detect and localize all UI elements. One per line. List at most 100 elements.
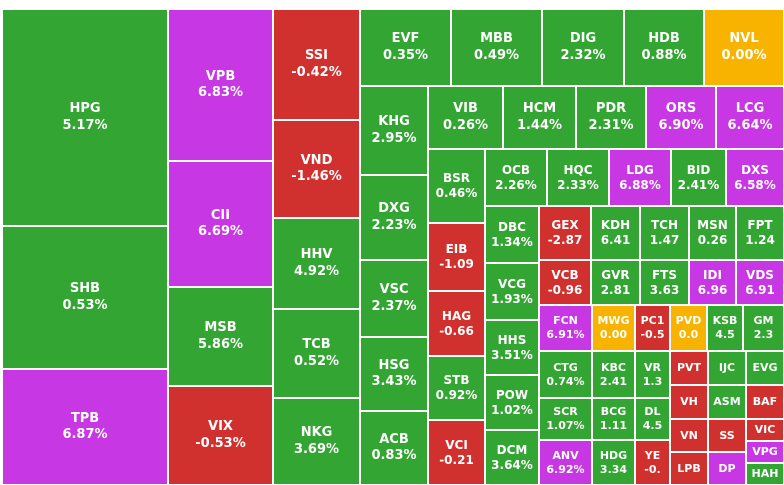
ticker-change: 0.92% <box>435 388 478 402</box>
ticker-cell-ijc[interactable]: IJC <box>708 351 746 385</box>
ticker-cell-lcg[interactable]: LCG 6.64% <box>716 86 784 149</box>
ticker-cell-msn[interactable]: MSN 0.26 <box>689 206 736 260</box>
ticker-cell-vsc[interactable]: VSC 2.37% <box>360 260 428 337</box>
ticker-cell-tch[interactable]: TCH 1.47 <box>640 206 689 260</box>
ticker-cell-eib[interactable]: EIB -1.09 <box>428 223 485 291</box>
ticker-symbol: ACB <box>379 431 409 447</box>
ticker-cell-msb[interactable]: MSB 5.86% <box>168 287 273 386</box>
ticker-cell-gvr[interactable]: GVR 2.81 <box>591 260 640 305</box>
ticker-cell-shb[interactable]: SHB 0.53% <box>2 226 168 369</box>
ticker-cell-bid[interactable]: BID 2.41% <box>671 149 726 206</box>
ticker-cell-hhs[interactable]: HHS 3.51% <box>485 320 539 375</box>
ticker-cell-scr[interactable]: SCR 1.07% <box>539 398 592 440</box>
ticker-cell-hah[interactable]: HAH <box>746 463 784 485</box>
ticker-cell-kdh[interactable]: KDH 6.41 <box>591 206 640 260</box>
ticker-cell-ssi[interactable]: SSI -0.42% <box>273 9 360 120</box>
ticker-cell-hdb[interactable]: HDB 0.88% <box>624 9 704 86</box>
ticker-cell-nvl[interactable]: NVL 0.00% <box>704 9 784 86</box>
ticker-cell-hpg[interactable]: HPG 5.17% <box>2 9 168 226</box>
ticker-cell-ors[interactable]: ORS 6.90% <box>646 86 716 149</box>
ticker-cell-mwg[interactable]: MWG 0.00 <box>592 305 635 351</box>
ticker-cell-vn[interactable]: VN <box>670 419 708 452</box>
ticker-cell-dxs[interactable]: DXS 6.58% <box>726 149 784 206</box>
ticker-cell-bcg[interactable]: BCG 1.11 <box>592 398 635 440</box>
ticker-cell-cii[interactable]: CII 6.69% <box>168 161 273 287</box>
ticker-cell-hhv[interactable]: HHV 4.92% <box>273 218 360 309</box>
ticker-cell-vib[interactable]: VIB 0.26% <box>428 86 503 149</box>
ticker-cell-baf[interactable]: BAF <box>746 385 784 419</box>
ticker-cell-ss[interactable]: SS <box>708 419 746 452</box>
ticker-change: 0.53% <box>62 297 108 313</box>
ticker-cell-hqc[interactable]: HQC 2.33% <box>547 149 609 206</box>
ticker-change: 1.3 <box>642 374 663 388</box>
ticker-cell-vr[interactable]: VR 1.3 <box>635 351 670 398</box>
ticker-cell-vpb[interactable]: VPB 6.83% <box>168 9 273 161</box>
ticker-change: 3.64% <box>491 457 533 472</box>
ticker-cell-pc1[interactable]: PC1 -0.5 <box>635 305 670 351</box>
ticker-cell-kbc[interactable]: KBC 2.41 <box>592 351 635 398</box>
ticker-cell-fpt[interactable]: FPT 1.24 <box>736 206 784 260</box>
ticker-change: 1.44% <box>516 117 563 133</box>
ticker-symbol: VIC <box>754 423 776 437</box>
ticker-cell-dbc[interactable]: DBC 1.34% <box>485 206 539 263</box>
ticker-cell-ctg[interactable]: CTG 0.74% <box>539 351 592 398</box>
ticker-cell-vpg[interactable]: VPG <box>746 441 784 463</box>
ticker-change: -0.53% <box>195 435 246 451</box>
ticker-change: 2.41 <box>599 374 628 388</box>
ticker-change: 0.52% <box>293 353 340 369</box>
ticker-cell-mbb[interactable]: MBB 0.49% <box>451 9 542 86</box>
ticker-cell-pvd[interactable]: PVD 0.0 <box>670 305 707 351</box>
ticker-change: 2.26% <box>495 177 537 192</box>
ticker-cell-khg[interactable]: KHG 2.95% <box>360 86 428 175</box>
ticker-cell-nkg[interactable]: NKG 3.69% <box>273 398 360 485</box>
ticker-cell-vh[interactable]: VH <box>670 385 708 419</box>
ticker-cell-ocb[interactable]: OCB 2.26% <box>485 149 547 206</box>
ticker-cell-fts[interactable]: FTS 3.63 <box>640 260 689 305</box>
ticker-cell-ksb[interactable]: KSB 4.5 <box>707 305 743 351</box>
ticker-cell-dp[interactable]: DP <box>708 452 746 485</box>
ticker-cell-hcm[interactable]: HCM 1.44% <box>503 86 576 149</box>
ticker-cell-pdr[interactable]: PDR 2.31% <box>576 86 646 149</box>
ticker-change: 2.41% <box>677 177 720 192</box>
ticker-cell-tcb[interactable]: TCB 0.52% <box>273 309 360 398</box>
ticker-cell-bsr[interactable]: BSR 0.46% <box>428 149 485 223</box>
ticker-cell-dl[interactable]: DL 4.5 <box>635 398 670 440</box>
ticker-cell-idi[interactable]: IDI 6.96 <box>689 260 736 305</box>
ticker-cell-ldg[interactable]: LDG 6.88% <box>609 149 671 206</box>
ticker-cell-anv[interactable]: ANV 6.92% <box>539 440 592 485</box>
ticker-cell-gm[interactable]: GM 2.3 <box>743 305 784 351</box>
ticker-cell-evf[interactable]: EVF 0.35% <box>360 9 451 86</box>
ticker-change: 0.83% <box>371 448 417 463</box>
ticker-cell-pvt[interactable]: PVT <box>670 351 708 385</box>
ticker-cell-lpb[interactable]: LPB <box>670 452 708 485</box>
ticker-cell-pow[interactable]: POW 1.02% <box>485 375 539 430</box>
ticker-cell-asm[interactable]: ASM <box>708 385 746 419</box>
ticker-cell-gex[interactable]: GEX -2.87 <box>539 206 591 260</box>
ticker-cell-hag[interactable]: HAG -0.66 <box>428 291 485 356</box>
ticker-cell-dxg[interactable]: DXG 2.23% <box>360 175 428 260</box>
ticker-cell-fcn[interactable]: FCN 6.91% <box>539 305 592 351</box>
ticker-symbol: KDH <box>600 218 631 232</box>
ticker-cell-evg[interactable]: EVG <box>746 351 784 385</box>
ticker-cell-acb[interactable]: ACB 0.83% <box>360 411 428 485</box>
ticker-cell-vix[interactable]: VIX -0.53% <box>168 386 273 485</box>
ticker-change: 6.90% <box>658 117 704 133</box>
ticker-cell-ye[interactable]: YE -0. <box>635 440 670 485</box>
ticker-cell-dcm[interactable]: DCM 3.64% <box>485 430 539 485</box>
ticker-cell-vic[interactable]: VIC <box>746 419 784 441</box>
ticker-cell-dig[interactable]: DIG 2.32% <box>542 9 624 86</box>
ticker-symbol: MSB <box>204 320 237 336</box>
ticker-symbol: FTS <box>651 267 678 282</box>
ticker-cell-vds[interactable]: VDS 6.91 <box>736 260 784 305</box>
ticker-change: 2.32% <box>560 47 606 63</box>
ticker-cell-vcg[interactable]: VCG 1.93% <box>485 263 539 320</box>
ticker-cell-vci[interactable]: VCI -0.21 <box>428 420 485 485</box>
ticker-cell-stb[interactable]: STB 0.92% <box>428 356 485 420</box>
ticker-change: 6.69% <box>197 224 244 239</box>
ticker-cell-hsg[interactable]: HSG 3.43% <box>360 337 428 411</box>
ticker-symbol: VIB <box>453 101 478 117</box>
ticker-cell-tpb[interactable]: TPB 6.87% <box>2 369 168 485</box>
ticker-cell-vcb[interactable]: VCB -0.96 <box>539 260 591 305</box>
ticker-cell-vnd[interactable]: VND -1.46% <box>273 120 360 218</box>
ticker-cell-hdg[interactable]: HDG 3.34 <box>592 440 635 485</box>
